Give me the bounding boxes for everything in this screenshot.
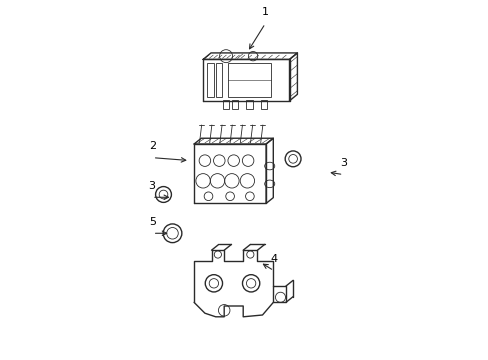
Text: 5: 5 bbox=[149, 217, 156, 227]
Bar bbox=[215, 63, 222, 97]
Bar bbox=[207, 63, 213, 97]
Bar bbox=[246, 100, 252, 109]
Text: 1: 1 bbox=[262, 7, 268, 17]
Text: 4: 4 bbox=[270, 254, 277, 264]
Text: 3: 3 bbox=[339, 158, 346, 168]
Text: 2: 2 bbox=[149, 141, 156, 151]
Bar bbox=[260, 100, 266, 109]
Bar bbox=[231, 100, 238, 109]
Bar bbox=[228, 63, 271, 97]
Bar bbox=[223, 100, 229, 109]
Text: 3: 3 bbox=[148, 181, 155, 191]
